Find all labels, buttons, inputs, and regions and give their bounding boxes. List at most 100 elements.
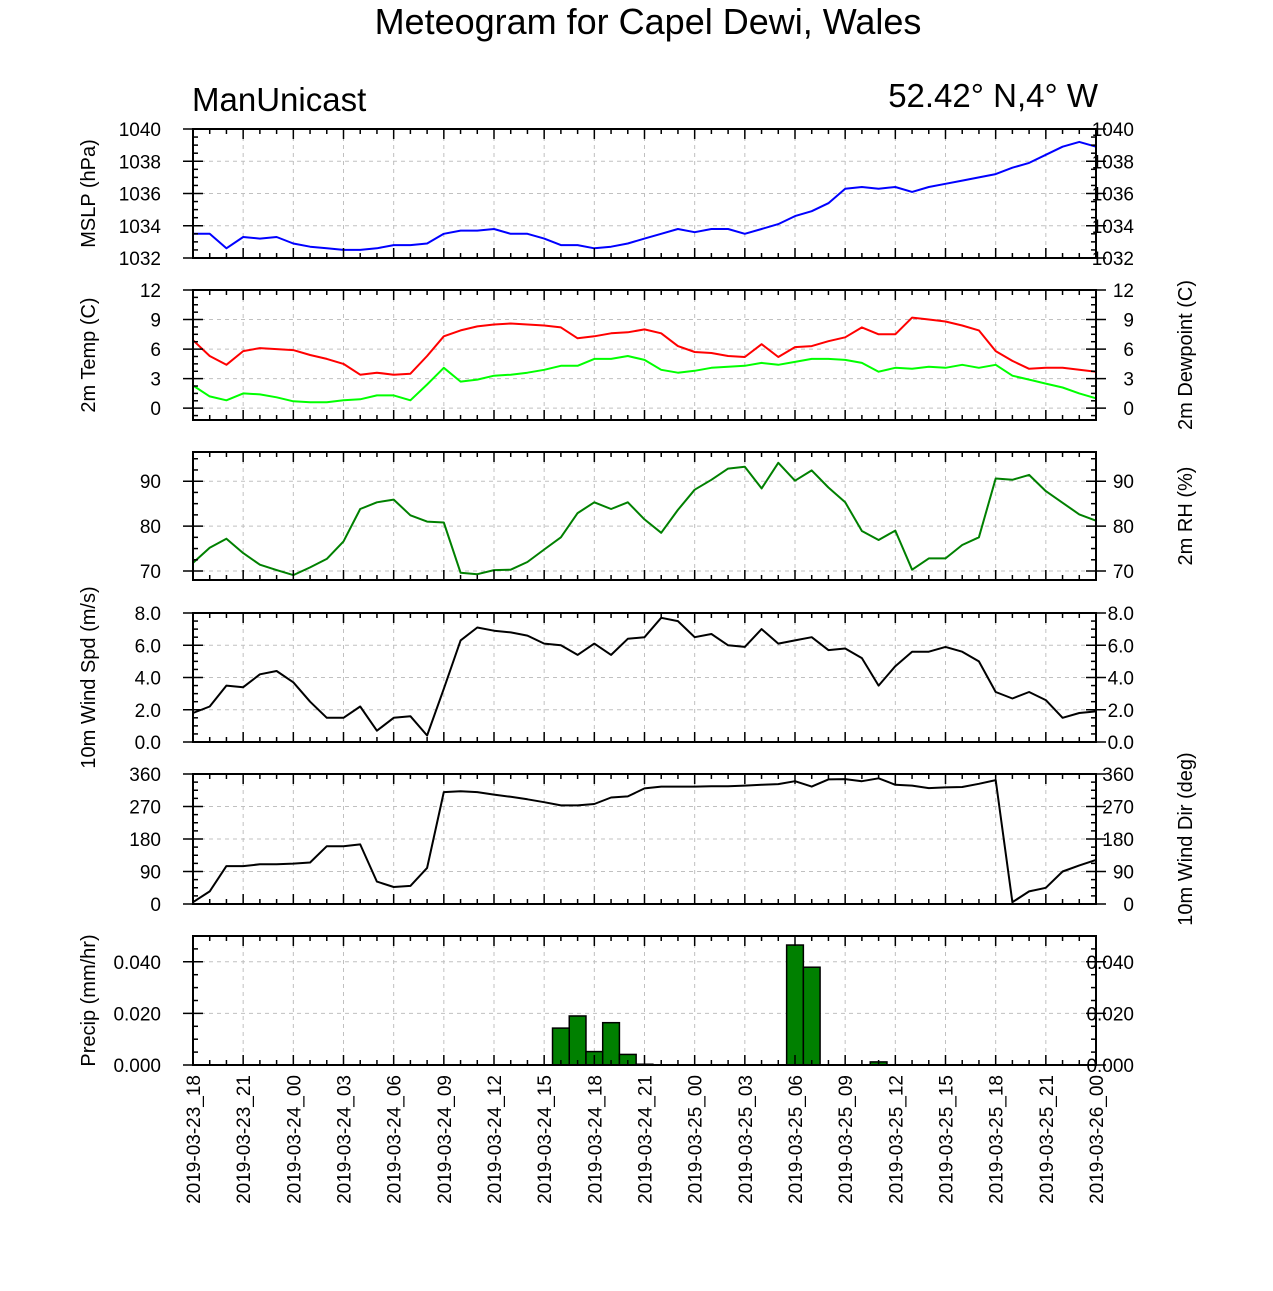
x-tick-label: 2019-03-25_00: [686, 1075, 707, 1204]
y-tick-label-left: 90: [140, 863, 161, 884]
y-tick-label-right: 180: [1102, 830, 1134, 851]
x-tick-label: 2019-03-24_12: [485, 1075, 506, 1204]
y-axis-title-right: 2m RH (%): [1175, 467, 1197, 566]
x-tick-label: 2019-03-25_09: [836, 1075, 857, 1204]
precip-bar: [802, 966, 821, 1066]
y-tick-label-left: 180: [129, 830, 161, 851]
x-tick-label: 2019-03-25_12: [886, 1075, 907, 1204]
x-tick-label: 2019-03-24_06: [385, 1075, 406, 1204]
y-tick-label-left: 8.0: [135, 604, 161, 625]
y-tick-label-right: 1038: [1092, 152, 1134, 173]
panel-2: 0 0 3 3 6 6 9 9 12 12 2m Temp (C) 2m Dewpoint (C): [78, 280, 1197, 430]
series-line-1: [192, 616, 1097, 737]
y-tick-label-left: 0.020: [113, 1004, 161, 1025]
y-tick-label-right: 0: [1123, 399, 1134, 420]
y-tick-label-right: 90: [1113, 863, 1134, 884]
y-axis-title-left: Precip (mm/hr): [78, 934, 100, 1066]
y-tick-label-left: 0.040: [113, 953, 161, 974]
series-line-1: [192, 777, 1097, 904]
y-tick-label-right: 0.0: [1108, 733, 1134, 754]
panel-1: 1032 1032 1034 1034 1036 1036 1038 1038 1040 1040…: [78, 120, 1134, 270]
y-tick-label-left: 1040: [119, 120, 161, 141]
y-tick-label-right: 360: [1102, 765, 1134, 786]
x-tick-label: 2019-03-23_18: [184, 1075, 205, 1204]
y-tick-label-right: 1036: [1092, 185, 1134, 206]
y-tick-label-left: 9: [150, 311, 161, 332]
panel-4: 0.0 0.0 2.0 2.0 4.0 4.0 6.0 6.0 8.0 8.0 10m Wind S…: [78, 586, 1134, 768]
y-tick-label-right: 3: [1123, 370, 1134, 391]
panel-6: 0.000 0.000 0.020 0.020 0.040 0.040 Precip (mm…: [78, 934, 1134, 1077]
y-tick-label-right: 4.0: [1108, 669, 1134, 690]
y-tick-label-left: 0.0: [135, 733, 161, 754]
y-tick-label-right: 1032: [1092, 249, 1134, 270]
x-tick-label: 2019-03-26_00: [1087, 1075, 1108, 1204]
y-axis-title-left: MSLP (hPa): [78, 139, 100, 248]
panels: 1032 1032 1034 1034 1036 1036 1038 1038 1040 1040…: [78, 120, 1197, 1204]
y-tick-label-right: 1040: [1092, 120, 1134, 141]
y-tick-label-left: 270: [129, 798, 161, 819]
chart-title: Meteogram for Capel Dewi, Wales: [375, 1, 922, 42]
x-tick-label: 2019-03-24_09: [435, 1075, 456, 1204]
y-tick-label-left: 70: [140, 562, 161, 583]
y-tick-label-left: 6: [150, 340, 161, 361]
y-tick-label-right: 0.020: [1086, 1004, 1134, 1025]
x-tick-label: 2019-03-24_15: [535, 1075, 556, 1204]
y-tick-label-right: 1034: [1092, 217, 1135, 238]
x-tick-label: 2019-03-24_00: [284, 1075, 305, 1204]
y-axis-title-left: 10m Wind Spd (m/s): [78, 586, 100, 768]
y-tick-label-right: 0: [1123, 895, 1134, 916]
series-line-1: [192, 461, 1097, 577]
y-tick-label-left: 0: [150, 399, 161, 420]
y-axis-title-right: 2m Dewpoint (C): [1175, 280, 1197, 430]
y-tick-label-left: 90: [140, 472, 161, 493]
y-tick-label-left: 80: [140, 517, 161, 538]
y-tick-label-left: 4.0: [135, 669, 161, 690]
y-tick-label-right: 80: [1113, 517, 1134, 538]
x-tick-label: 2019-03-24_21: [636, 1075, 657, 1204]
location-label: 52.42° N,4° W: [888, 77, 1099, 114]
y-tick-label-left: 1036: [119, 185, 161, 206]
precip-bar: [785, 944, 805, 1066]
y-tick-label-left: 6.0: [135, 636, 161, 657]
y-tick-label-left: 0: [150, 895, 161, 916]
y-tick-label-left: 0.000: [113, 1056, 161, 1077]
y-tick-label-right: 6: [1123, 340, 1134, 361]
series-line-2: [192, 355, 1097, 404]
y-tick-label-right: 0.040: [1086, 953, 1134, 974]
panel-3: 70 70 80 80 90 90 2m RH (%): [140, 451, 1197, 583]
precip-bar: [568, 1015, 587, 1066]
y-tick-label-left: 3: [150, 370, 161, 391]
x-tick-label: 2019-03-25_03: [736, 1075, 757, 1204]
y-tick-label-left: 12: [140, 281, 161, 302]
y-tick-label-right: 9: [1123, 311, 1134, 332]
x-tick-label: 2019-03-25_18: [987, 1075, 1008, 1204]
precip-bar: [551, 1027, 570, 1066]
y-tick-label-right: 0.000: [1086, 1056, 1134, 1077]
y-tick-label-right: 2.0: [1108, 701, 1134, 722]
precip-bar: [601, 1021, 621, 1066]
y-tick-label-right: 6.0: [1108, 636, 1134, 657]
y-tick-label-left: 360: [129, 765, 161, 786]
y-tick-label-right: 90: [1113, 472, 1134, 493]
y-tick-label-left: 1034: [119, 217, 162, 238]
y-tick-label-right: 270: [1102, 798, 1134, 819]
y-tick-label-right: 8.0: [1108, 604, 1134, 625]
x-tick-label: 2019-03-25_21: [1037, 1075, 1058, 1204]
x-tick-label: 2019-03-24_18: [585, 1075, 606, 1204]
x-tick-label: 2019-03-25_06: [786, 1075, 807, 1204]
y-tick-label-right: 12: [1113, 281, 1134, 302]
y-axis-title-left: 2m Temp (C): [78, 297, 100, 412]
x-tick-label: 2019-03-24_03: [335, 1075, 356, 1204]
model-label: ManUnicast: [192, 81, 366, 118]
x-tick-label: 2019-03-23_21: [234, 1075, 255, 1204]
y-tick-label-right: 70: [1113, 562, 1134, 583]
y-tick-label-left: 2.0: [135, 701, 161, 722]
y-tick-label-left: 1038: [119, 152, 161, 173]
y-axis-title-right: 10m Wind Dir (deg): [1175, 752, 1197, 925]
series-line-1: [192, 316, 1097, 376]
panel-5: 0 0 90 90 180 180 270 270 360 360 10m Wind Dir (de…: [129, 752, 1197, 925]
x-tick-label: 2019-03-25_15: [937, 1075, 958, 1204]
y-tick-label-left: 1032: [119, 249, 161, 270]
